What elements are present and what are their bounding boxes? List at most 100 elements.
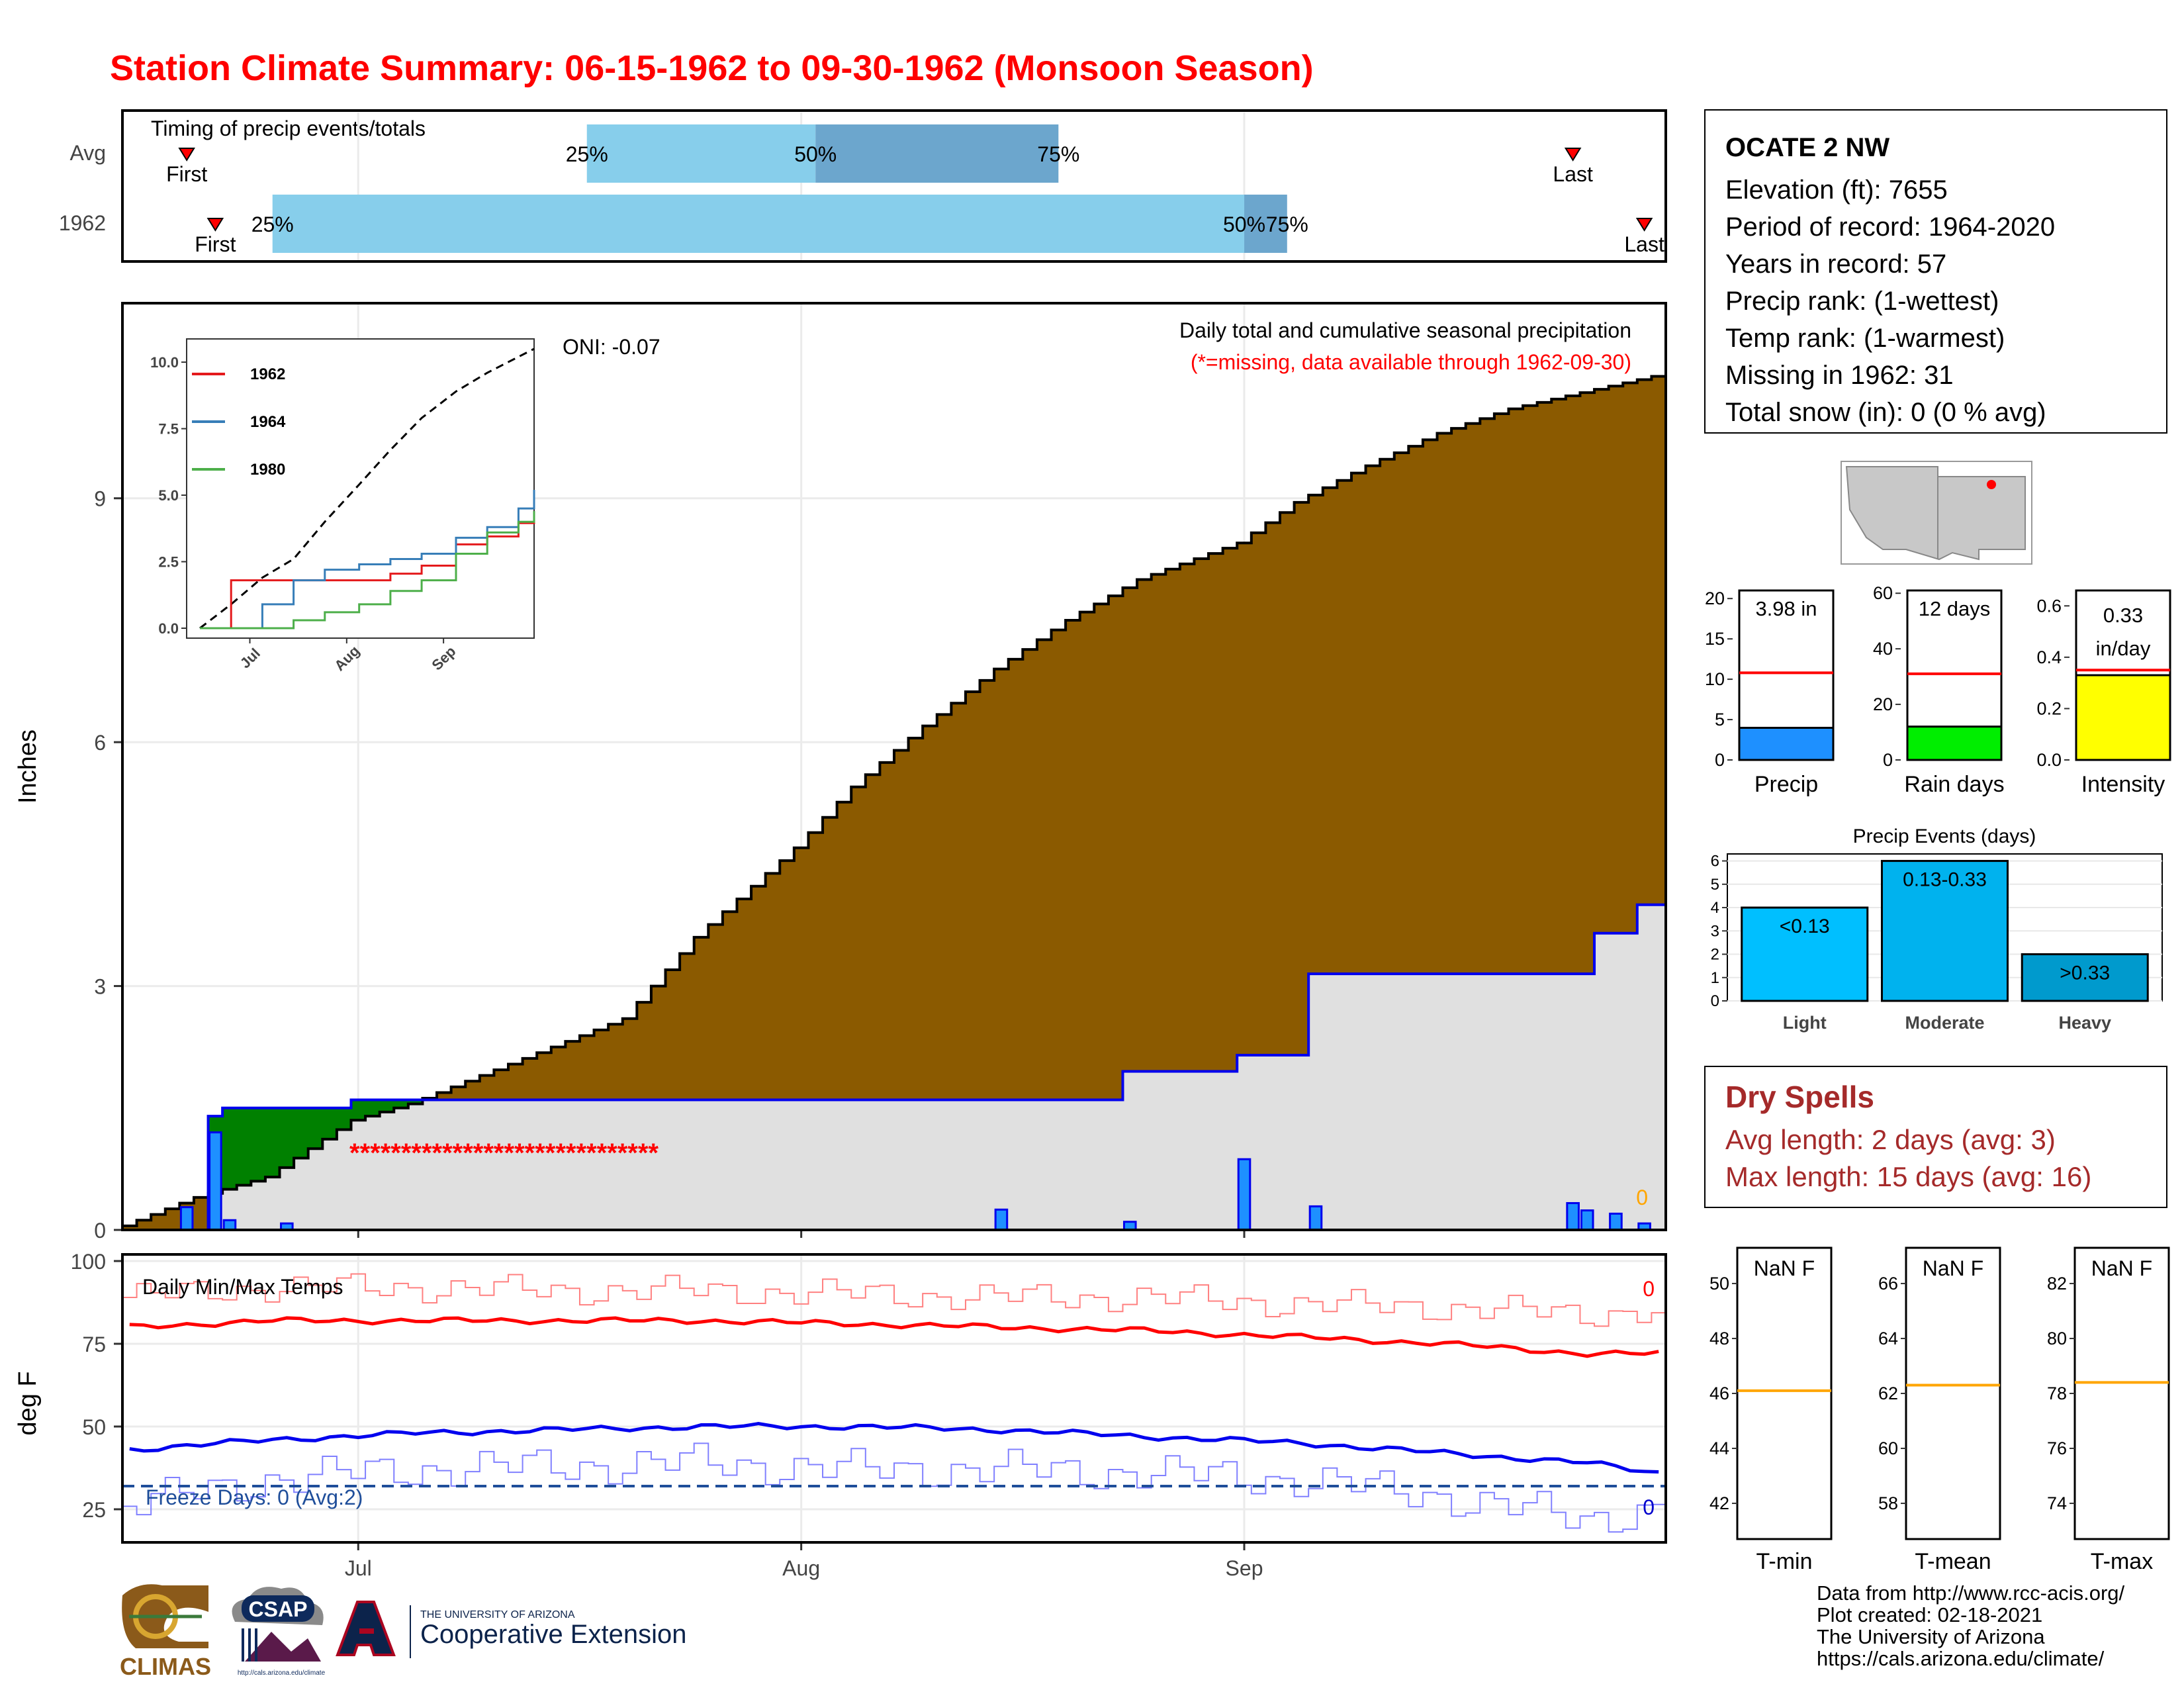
year-cumulative-area <box>122 904 1666 1230</box>
temp-box-tick-label: 62 <box>1878 1383 1898 1403</box>
summary-tick-label: 0 <box>1715 750 1725 770</box>
timing-row-label-avg: Avg <box>69 141 106 165</box>
first-event-marker <box>206 218 224 232</box>
timing-pct-label: 75% <box>1266 212 1308 236</box>
dry-spells-title: Dry Spells <box>1725 1080 1874 1114</box>
dry-spells-avg: Avg length: 2 days (avg: 3) <box>1725 1124 2056 1155</box>
temp-box-tick-label: 44 <box>1709 1438 1729 1458</box>
dry-spells-max: Max length: 15 days (avg: 16) <box>1725 1161 2092 1192</box>
ua-wordmark-main: Cooperative Extension <box>420 1620 686 1649</box>
inset-frame <box>186 338 535 639</box>
event-bar <box>2021 953 2149 1002</box>
summary-value-label: in/day <box>2096 637 2151 660</box>
summary-bar-label: Intensity <box>2081 772 2165 797</box>
credits: Data from http://www.rcc-acis.org/ Plot … <box>1817 1582 2124 1669</box>
summary-bar-fill <box>1738 726 1835 761</box>
map-states <box>1845 466 2026 561</box>
station-temp-rank: Temp rank: (1-warmest) <box>1725 324 2005 353</box>
temp-box-tick-label: 50 <box>1709 1274 1729 1293</box>
temp-box-tick-label: 66 <box>1878 1274 1898 1293</box>
inset-year-line <box>200 490 535 630</box>
ua-wordmark-top: THE UNIVERSITY OF ARIZONA <box>420 1609 575 1620</box>
events-tick-label: 1 <box>1711 969 1719 987</box>
timing-bar-upper <box>815 124 1059 183</box>
event-bar <box>1881 860 2009 1002</box>
credit-line: Plot created: 02-18-2021 <box>1817 1603 2043 1626</box>
inset-ytick-label: 2.5 <box>158 554 179 571</box>
avg-cumulative-outline <box>122 375 1666 1227</box>
temp-ytick-label: 100 <box>71 1250 106 1274</box>
summary-tick-label: 0.4 <box>2036 647 2062 667</box>
credit-line: https://cals.arizona.edu/climate/ <box>1817 1647 2105 1670</box>
temp-min-count: 0 <box>1643 1495 1655 1519</box>
station-years: Years in record: 57 <box>1725 250 1947 279</box>
first-event-label: First <box>166 162 207 186</box>
first-event-label: First <box>195 232 236 256</box>
station-name: OCATE 2 NW <box>1725 133 1890 162</box>
summary-bar-fill <box>1906 726 2003 761</box>
timing-pct-label: 50% <box>794 142 837 166</box>
daily-precip-bar <box>179 1206 194 1231</box>
station-elevation: Elevation (ft): 7655 <box>1725 175 1948 205</box>
temp-box-value: NaN F <box>2091 1256 2152 1280</box>
timing-title: Timing of precip events/totals <box>151 117 426 140</box>
credit-line: The University of Arizona <box>1817 1625 2045 1648</box>
precip-ytick-label: 9 <box>94 487 106 511</box>
oni-label: ONI: -0.07 <box>563 335 660 359</box>
precip-title: Daily total and cumulative seasonal prec… <box>1179 318 1631 342</box>
climas-wordmark: CLIMAS <box>120 1653 211 1680</box>
last-event-label: Last <box>1553 162 1593 186</box>
last-event-label: Last <box>1624 232 1664 256</box>
temp-xtick-label: Jul <box>345 1556 372 1580</box>
summary-tick-label: 0.6 <box>2036 596 2062 616</box>
precip-panel: 0 3 6 9 Daily total and cumulative seasonal… <box>14 302 1667 1243</box>
first-event-marker <box>178 148 195 162</box>
temp-series-line <box>122 1273 1666 1327</box>
temp-series-line <box>122 1442 1666 1533</box>
daily-precip-bar <box>208 1131 222 1231</box>
daily-precip-bar <box>1237 1158 1251 1231</box>
timing-panel: Timing of precip events/totals Avg 1962 … <box>59 109 1667 263</box>
last-event-marker <box>1635 218 1653 232</box>
timing-pct-label: 50% <box>1223 212 1265 236</box>
inset-legend-label: 1964 <box>250 413 286 431</box>
timing-pct-label: 75% <box>1037 142 1079 166</box>
temp-xtick-label: Sep <box>1226 1556 1263 1580</box>
daily-precip-bar <box>222 1219 237 1231</box>
summary-value-label: 12 days <box>1919 597 1991 620</box>
event-bar <box>1741 906 1869 1002</box>
event-bar-label: >0.33 <box>2060 962 2110 984</box>
event-category-label: Light <box>1783 1013 1827 1033</box>
summary-tick-label: 0 <box>1883 750 1893 770</box>
temp-ytick-label: 75 <box>82 1333 106 1356</box>
temp-box-value: NaN F <box>1923 1256 1983 1280</box>
temp-box-tick-label: 58 <box>1878 1493 1898 1513</box>
temp-series-line <box>129 1422 1659 1474</box>
precip-subtitle: (*=missing, data available through 1962-… <box>1191 350 1631 374</box>
station-missing: Missing in 1962: 31 <box>1725 361 1954 390</box>
last-event-marker <box>1564 148 1582 162</box>
summary-tick-label: 5 <box>1715 710 1725 729</box>
events-title: Precip Events (days) <box>1853 825 2036 847</box>
station-period: Period of record: 1964-2020 <box>1725 212 2056 242</box>
temp-box-tick-label: 82 <box>2047 1274 2067 1293</box>
precip-ylabel: Inches <box>14 729 42 804</box>
precip-events-chart: Precip Events (days) 0 1 2 3 4 5 6 <0.13 Light 0.… <box>1711 825 2163 1033</box>
freeze-days-label: Freeze Days: 0 (Avg:2) <box>146 1485 363 1509</box>
temp-box-frame <box>1736 1246 1833 1540</box>
temp-box-label: T-max <box>2091 1549 2153 1574</box>
daily-precip-bar <box>994 1208 1009 1231</box>
inset-ytick-label: 5.0 <box>158 487 179 504</box>
summary-tick-label: 10 <box>1705 669 1725 689</box>
station-precip-rank: Precip rank: (1-wettest) <box>1725 287 1999 316</box>
daily-precip-bar <box>1308 1205 1323 1231</box>
credit-line: Data from http://www.rcc-acis.org/ <box>1817 1581 2125 1605</box>
climas-logo: CLIMAS <box>120 1584 211 1680</box>
station-info-box: OCATE 2 NW Elevation (ft): 7655 Period o… <box>1704 109 2167 434</box>
summary-value-label: 3.98 in <box>1755 597 1817 620</box>
timing-pct-label: 25% <box>566 142 608 166</box>
csap-wordmark: CSAP <box>249 1597 308 1621</box>
summary-tick-label: 15 <box>1705 629 1725 649</box>
